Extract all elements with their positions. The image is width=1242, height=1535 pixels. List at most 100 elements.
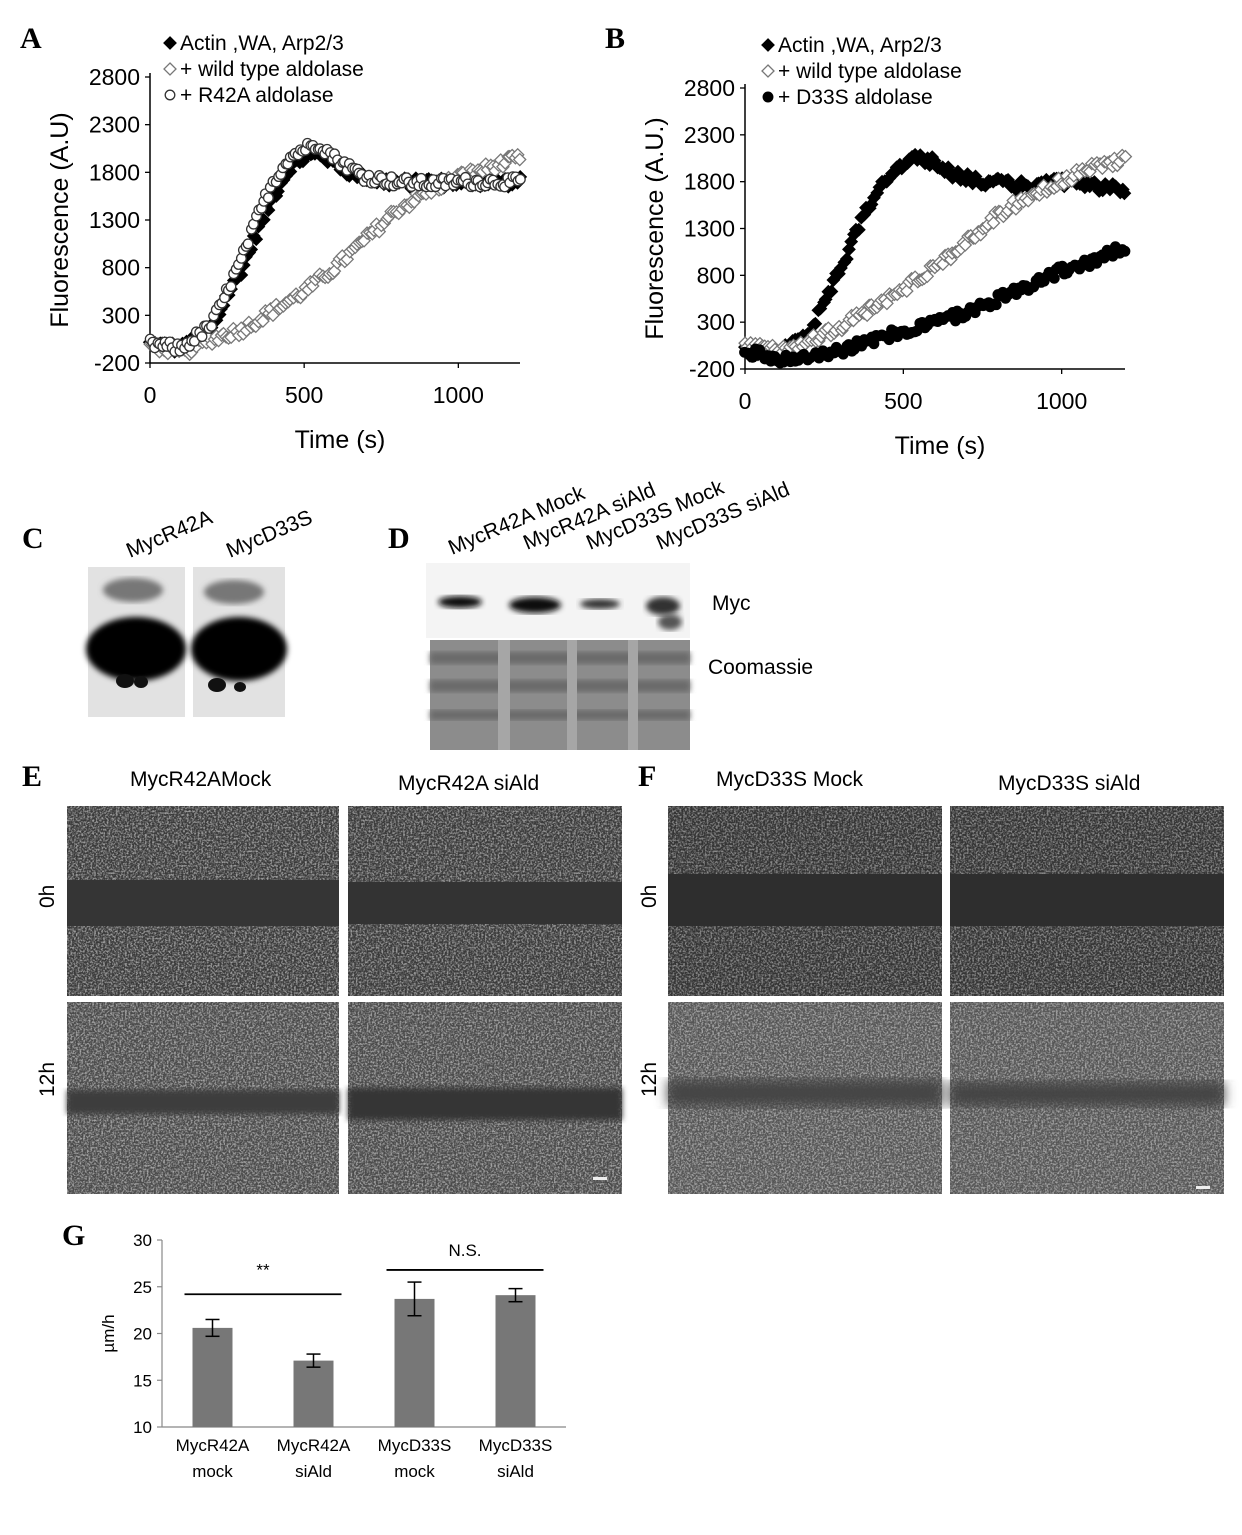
panel-f-col-label-1: MycD33S Mock xyxy=(716,768,864,791)
y-tick-label: 300 xyxy=(697,309,735,335)
data-point xyxy=(808,316,823,331)
panel-label-a: A xyxy=(20,22,42,55)
legend-marker xyxy=(163,62,177,76)
y-tick-label: 800 xyxy=(102,255,140,281)
y-tick-label: 1300 xyxy=(684,216,735,242)
legend-marker xyxy=(762,91,774,103)
panel-f-row-label-0h: 0h xyxy=(638,885,661,908)
y-tick-label: 300 xyxy=(102,302,140,328)
blot-c-lane-label-2: MycD33S xyxy=(223,506,316,563)
x-tick-label: MycR42A xyxy=(176,1436,250,1455)
data-point xyxy=(340,252,355,267)
bar xyxy=(192,1327,233,1427)
panel-e: E MycR42AMock MycR42A siAld 0h 12h xyxy=(22,760,622,1194)
panel-label-c: C xyxy=(22,522,44,555)
x-tick-label: mock xyxy=(192,1462,233,1481)
data-point xyxy=(206,320,218,332)
data-point xyxy=(1048,272,1060,284)
legend-marker xyxy=(163,36,177,50)
micrograph-f-d33s-mock-12h xyxy=(668,1002,942,1194)
data-point xyxy=(990,299,1002,311)
data-point xyxy=(1117,186,1132,201)
y-tick-label: 30 xyxy=(133,1231,152,1250)
x-tick-label: MycR42A xyxy=(277,1436,351,1455)
x-tick-label: 0 xyxy=(144,382,157,408)
panel-f-col-label-2: MycD33S siAld xyxy=(998,772,1140,795)
legend-label: + wild type aldolase xyxy=(180,58,364,81)
legend: Actin ,WA, Arp2/3 + wild type aldolase + R… xyxy=(163,32,364,107)
bar xyxy=(293,1360,334,1427)
y-tick-label: 1300 xyxy=(89,207,140,233)
y-axis-title: Fluorescence (A.U.) xyxy=(641,117,669,339)
panel-label-b: B xyxy=(605,22,625,55)
data-point xyxy=(242,238,254,250)
x-tick-label: 500 xyxy=(884,388,922,414)
panel-label-g: G xyxy=(62,1219,85,1252)
micrograph-f-d33s-siald-0h xyxy=(950,806,1224,996)
data-point xyxy=(514,173,526,185)
y-tick-label: 15 xyxy=(133,1371,152,1390)
y-tick-label: 2300 xyxy=(684,122,735,148)
micrograph-e-r42a-mock-12h xyxy=(67,1002,339,1194)
y-tick-label: -200 xyxy=(94,350,140,376)
x-tick-label: 0 xyxy=(739,388,752,414)
y-tick-label: 25 xyxy=(133,1278,152,1297)
panel-c: C MycR42A MycD33S xyxy=(22,506,316,717)
y-tick-label: 20 xyxy=(133,1325,152,1344)
panel-e-row-label-0h: 0h xyxy=(36,885,59,908)
data-point xyxy=(860,308,875,323)
legend-marker xyxy=(164,89,176,101)
legend-marker xyxy=(761,64,775,78)
legend-label: + wild type aldolase xyxy=(778,60,962,83)
x-tick-label: mock xyxy=(394,1462,435,1481)
x-axis-title: Time (s) xyxy=(295,426,386,454)
data-point xyxy=(512,152,527,167)
x-tick-label: MycD33S xyxy=(378,1436,452,1455)
legend-label: Actin ,WA, Arp2/3 xyxy=(180,32,344,55)
x-tick-label: 1000 xyxy=(1036,388,1087,414)
panel-e-row-label-12h: 12h xyxy=(36,1062,59,1097)
data-point xyxy=(262,192,274,204)
legend-marker xyxy=(761,38,775,52)
series-3 xyxy=(739,241,1131,369)
panel-label-d: D xyxy=(388,522,410,555)
bar xyxy=(394,1298,435,1427)
x-tick-label: MycD33S xyxy=(479,1436,553,1455)
data-point xyxy=(824,284,839,299)
panel-label-f: F xyxy=(638,760,656,793)
blot-d-coomassie-image xyxy=(430,640,690,750)
data-point xyxy=(920,269,935,284)
blot-d-myc-image xyxy=(426,563,690,638)
blot-d-row-label-coomassie: Coomassie xyxy=(708,656,813,679)
data-point xyxy=(1119,245,1131,257)
series-2 xyxy=(738,148,1133,361)
blot-c-image xyxy=(86,567,287,717)
blot-d-row-label-myc: Myc xyxy=(712,592,751,615)
legend-label: + R42A aldolase xyxy=(180,84,334,107)
micrograph-f-d33s-siald-12h xyxy=(950,1002,1224,1194)
x-tick-label: 500 xyxy=(285,382,323,408)
panel-f: F MycD33S Mock MycD33S siAld 0h 12h xyxy=(638,760,1224,1194)
panel-a: A -200 300 800 1300 1800 2300 2800 0 500 1000 Time… xyxy=(20,22,528,454)
micrograph-e-r42a-mock-0h xyxy=(67,806,339,996)
panel-g: G 10 15 20 25 30 µm/h MycR42A mock MycR42A siAld M… xyxy=(62,1219,566,1481)
legend: Actin ,WA, Arp2/3 + wild type aldolase + D… xyxy=(761,34,962,109)
data-point xyxy=(1118,149,1133,164)
panel-f-row-label-12h: 12h xyxy=(638,1062,661,1097)
panel-e-col-label-1: MycR42AMock xyxy=(130,768,272,791)
x-tick-label: siAld xyxy=(295,1462,332,1481)
y-tick-label: -200 xyxy=(689,356,735,382)
panel-b: B -200 300 800 1300 1800 2300 2800 0 500 1000 Time… xyxy=(605,22,1133,460)
chart-g: 10 15 20 25 30 µm/h MycR42A mock MycR42A siAld Myc… xyxy=(99,1231,566,1481)
x-tick-label: 1000 xyxy=(433,382,484,408)
micrograph-e-r42a-siald-0h xyxy=(348,806,622,996)
y-axis-title: Fluorescence (A.U) xyxy=(46,112,74,327)
panel-d: D MycR42A Mock MycR42A siAld MycD33S Moc… xyxy=(388,476,813,750)
y-tick-label: 1800 xyxy=(89,159,140,185)
series-3 xyxy=(144,137,526,358)
y-tick-label: 2800 xyxy=(89,64,140,90)
y-axis-title: µm/h xyxy=(99,1314,118,1352)
data-point xyxy=(196,331,208,343)
data-point xyxy=(255,314,270,329)
